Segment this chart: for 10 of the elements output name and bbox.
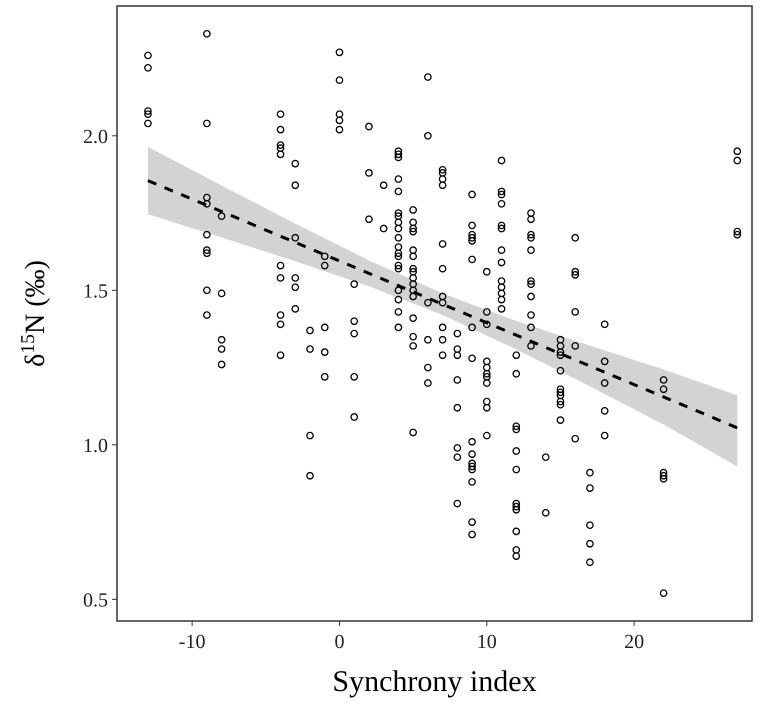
y-tick-label: 1.5 xyxy=(83,280,108,302)
x-axis-title: Synchrony index xyxy=(332,665,537,698)
x-tick-label: -10 xyxy=(178,631,206,653)
x-tick-label: 20 xyxy=(624,631,644,653)
y-tick-label: 2.0 xyxy=(83,126,108,148)
y-tick-label: 1.0 xyxy=(83,434,108,457)
y-tick-label: 0.5 xyxy=(83,589,108,612)
x-tick-label: 10 xyxy=(476,631,497,653)
line-series xyxy=(146,179,739,430)
x-tick-label: 0 xyxy=(334,631,344,653)
